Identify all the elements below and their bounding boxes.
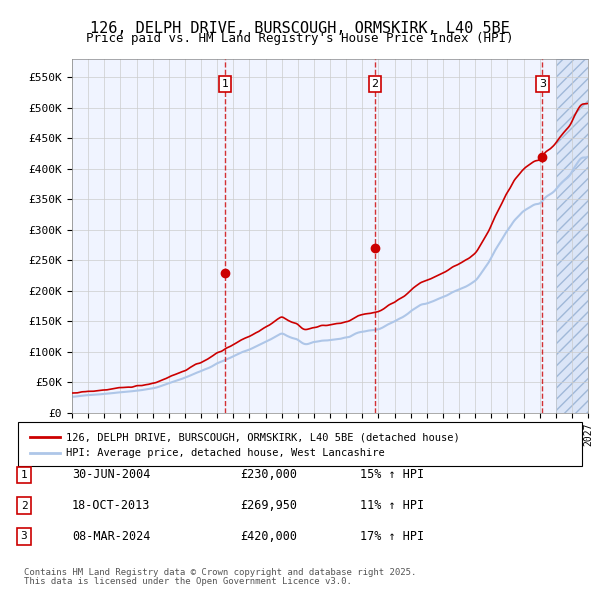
- Text: HPI: Average price, detached house, West Lancashire: HPI: Average price, detached house, West…: [66, 448, 385, 457]
- Text: 1: 1: [20, 470, 28, 480]
- Text: 1: 1: [221, 79, 229, 88]
- Text: 11% ↑ HPI: 11% ↑ HPI: [360, 499, 424, 512]
- Text: 2: 2: [371, 79, 379, 88]
- Text: 17% ↑ HPI: 17% ↑ HPI: [360, 530, 424, 543]
- Text: 08-MAR-2024: 08-MAR-2024: [72, 530, 151, 543]
- Text: £269,950: £269,950: [240, 499, 297, 512]
- Text: Price paid vs. HM Land Registry's House Price Index (HPI): Price paid vs. HM Land Registry's House …: [86, 32, 514, 45]
- Text: 18-OCT-2013: 18-OCT-2013: [72, 499, 151, 512]
- Text: 2: 2: [20, 501, 28, 510]
- Text: £420,000: £420,000: [240, 530, 297, 543]
- Text: This data is licensed under the Open Government Licence v3.0.: This data is licensed under the Open Gov…: [24, 576, 352, 586]
- Text: 15% ↑ HPI: 15% ↑ HPI: [360, 468, 424, 481]
- Text: Contains HM Land Registry data © Crown copyright and database right 2025.: Contains HM Land Registry data © Crown c…: [24, 568, 416, 577]
- Text: 126, DELPH DRIVE, BURSCOUGH, ORMSKIRK, L40 5BE: 126, DELPH DRIVE, BURSCOUGH, ORMSKIRK, L…: [90, 21, 510, 35]
- Text: 30-JUN-2004: 30-JUN-2004: [72, 468, 151, 481]
- Text: £230,000: £230,000: [240, 468, 297, 481]
- Text: 3: 3: [20, 532, 28, 541]
- Text: 126, DELPH DRIVE, BURSCOUGH, ORMSKIRK, L40 5BE (detached house): 126, DELPH DRIVE, BURSCOUGH, ORMSKIRK, L…: [66, 432, 460, 442]
- Text: 3: 3: [539, 79, 546, 88]
